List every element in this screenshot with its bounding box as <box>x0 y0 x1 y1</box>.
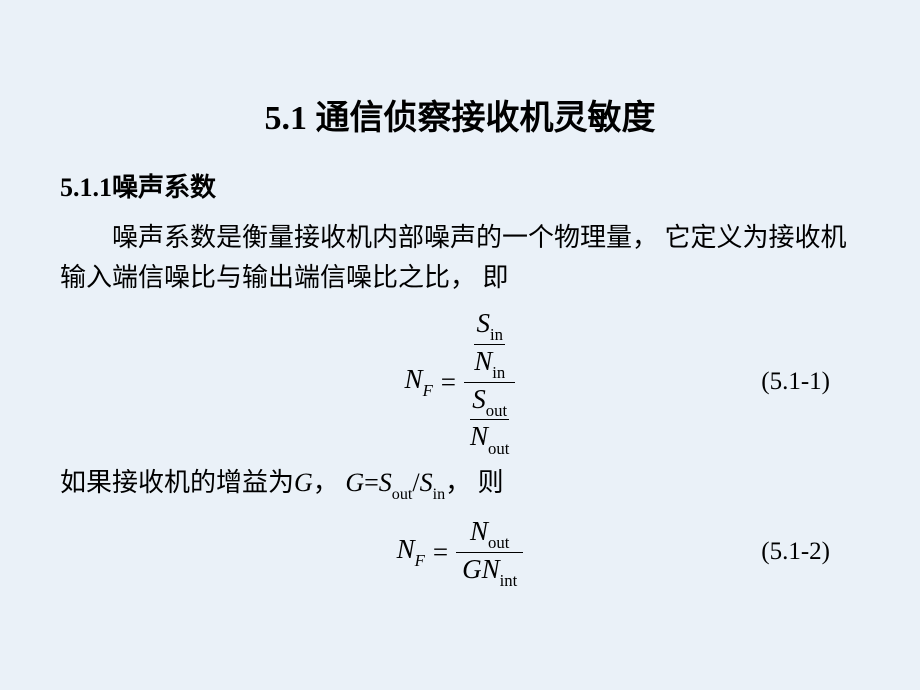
para2-G2: G <box>345 468 364 497</box>
paragraph-2: 如果接收机的增益为G， G=Sout/Sin， 则 <box>60 463 860 506</box>
equation-1-number: (5.1-1) <box>761 368 830 396</box>
para2-sout-sub: out <box>392 486 413 503</box>
slide-page: 5.1 通信侦察接收机灵敏度 5.1.1噪声系数 噪声系数是衡量接收机内部噪声的… <box>0 0 920 690</box>
eq1-bot-den-sym: N <box>470 421 488 451</box>
eq1-top-den-sym: N <box>474 346 492 376</box>
eq2-lhs-sub: F <box>415 551 425 570</box>
eq1-bot-num-sub: out <box>486 401 507 420</box>
eq2-den-G: G <box>462 554 482 584</box>
eq1-bot-fraction: Sout Nout <box>470 385 509 456</box>
equation-2-row: NF = Nout GNint (5.1-2) <box>60 517 860 588</box>
para2-sin-sub: in <box>433 486 446 503</box>
eq2-equals: = <box>433 537 448 568</box>
para2-text-b: ， <box>313 468 346 497</box>
eq1-outer-fraction: Sin Nin Sout Nout <box>464 309 515 456</box>
eq1-bot-den-sub: out <box>488 439 509 458</box>
para2-eq: = <box>364 468 379 497</box>
eq1-top-den-sub: in <box>492 363 505 382</box>
eq1-lhs-sub: F <box>423 381 433 400</box>
eq1-top-num-sub: in <box>490 325 503 344</box>
eq1-top-fraction: Sin Nin <box>474 309 505 380</box>
paragraph-1: 噪声系数是衡量接收机内部噪声的一个物理量， 它定义为接收机输入端信噪比与输出端信… <box>60 218 860 299</box>
subsection-heading: 5.1.1噪声系数 <box>60 167 860 204</box>
eq1-equals: = <box>441 367 456 398</box>
eq2-num-sub: out <box>488 533 509 552</box>
eq1-top-num-sym: S <box>476 308 490 338</box>
para2-G: G <box>294 468 313 497</box>
equation-2-number: (5.1-2) <box>761 538 830 566</box>
eq1-lhs-sym: N <box>405 364 423 394</box>
equation-1: NF = Sin Nin Sout <box>60 309 860 456</box>
para2-sout-sym: S <box>379 468 392 497</box>
eq2-num-sym: N <box>470 516 488 546</box>
para2-text-c: ， 则 <box>445 468 504 497</box>
eq2-lhs-sym: N <box>397 534 415 564</box>
para2-sin-sym: S <box>420 468 433 497</box>
equation-2: NF = Nout GNint <box>60 517 860 588</box>
eq2-den-sub: int <box>500 571 518 590</box>
eq2-den-N: N <box>482 554 500 584</box>
eq2-fraction: Nout GNint <box>456 517 523 588</box>
equation-1-row: NF = Sin Nin Sout <box>60 309 860 456</box>
section-title: 5.1 通信侦察接收机灵敏度 <box>60 90 860 139</box>
para2-text-a: 如果接收机的增益为 <box>60 468 294 497</box>
eq1-bot-num-sym: S <box>472 384 486 414</box>
para2-slash: / <box>412 468 419 497</box>
